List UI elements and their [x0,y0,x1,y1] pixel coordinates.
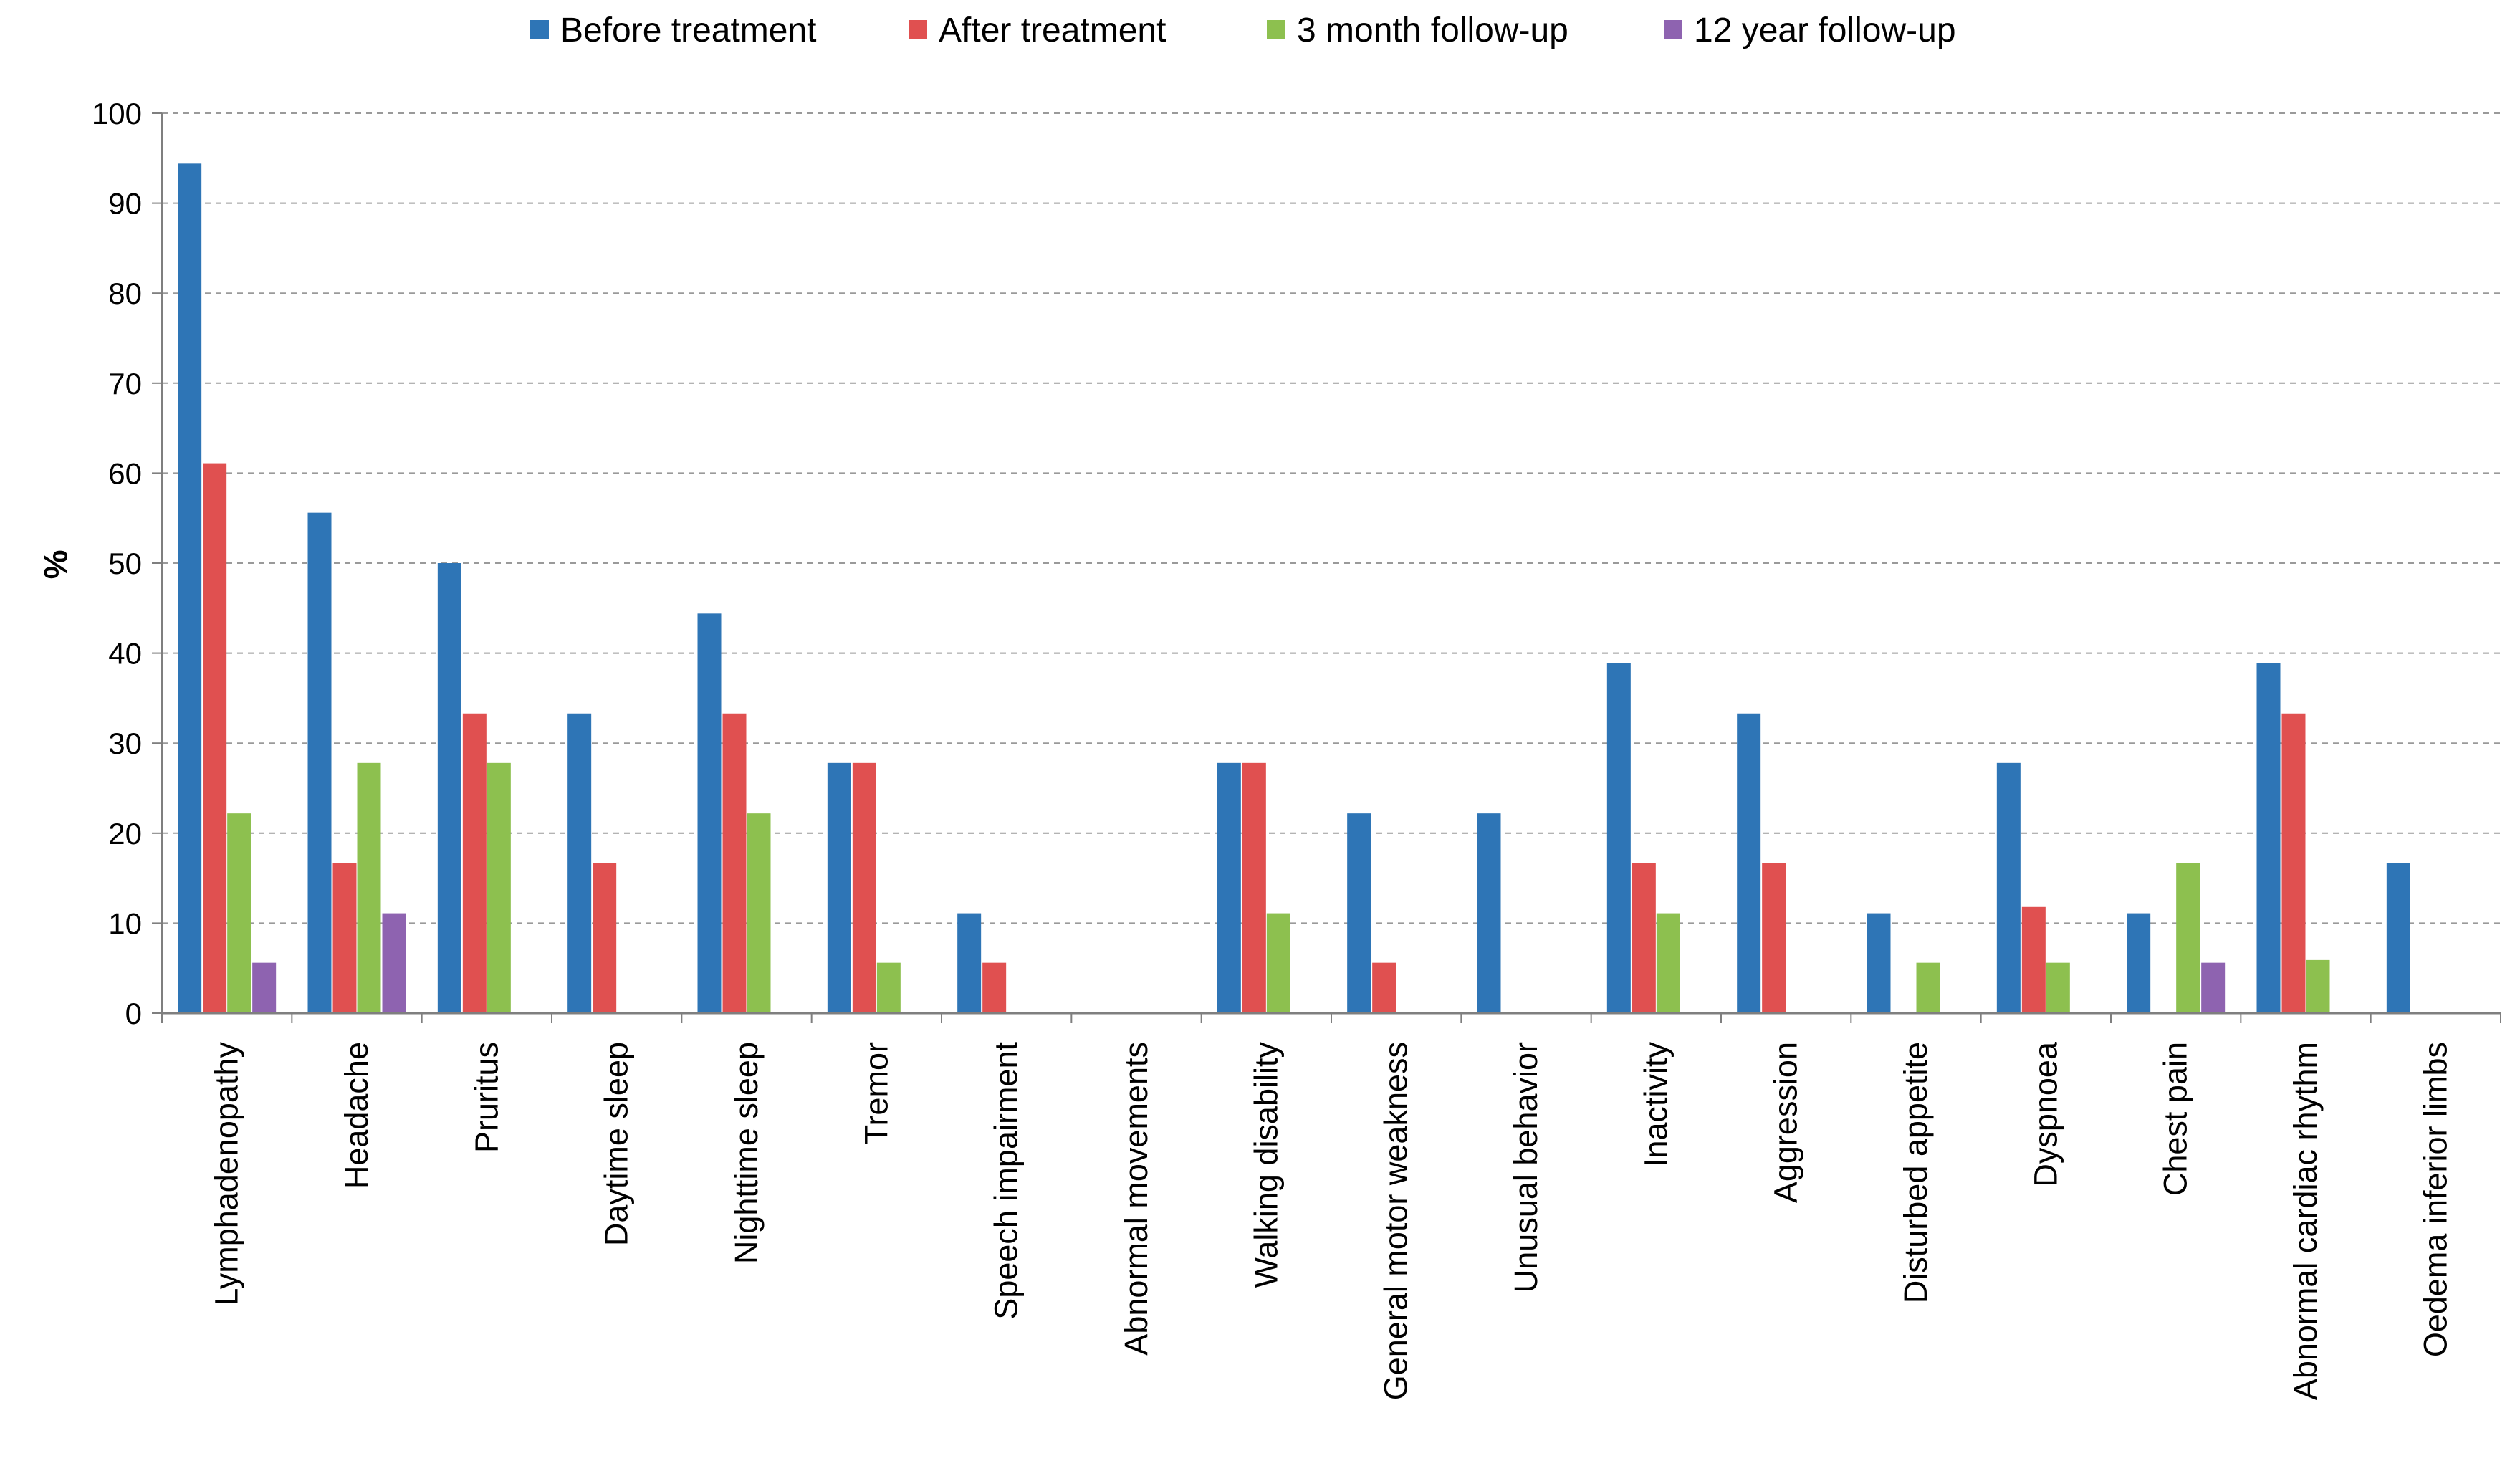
bar-after-treatment-2 [462,713,487,1013]
bar-after-treatment-6 [982,962,1007,1013]
bar-after-treatment-14 [2021,906,2046,1013]
bar-before-treatment-2 [437,563,461,1013]
axes [152,112,2501,1023]
category-label: General motor weakness [1378,1042,1414,1400]
legend-swatch [1664,20,1682,39]
bar-after-treatment-12 [1762,863,1786,1013]
category-label: Disturbed appetite [1897,1042,1934,1303]
bar-before-treatment-14 [1996,762,2021,1013]
bar-3-month-follow-up-1 [357,762,381,1013]
legend-label: After treatment [939,11,1166,49]
bars [178,163,2410,1014]
bar-3-month-follow-up-16 [2306,959,2330,1013]
bar-after-treatment-8 [1242,762,1266,1013]
bar-3-month-follow-up-11 [1656,913,1680,1013]
bar-12-year-follow-up-15 [2201,962,2226,1013]
bar-3-month-follow-up-13 [1916,962,1940,1013]
bar-before-treatment-5 [827,762,851,1013]
bar-3-month-follow-up-2 [487,762,511,1013]
legend-swatch [909,20,927,39]
bar-after-treatment-16 [2281,713,2306,1013]
bar-after-treatment-9 [1372,962,1396,1013]
y-tick-label: 20 [108,817,142,850]
category-label: Unusual behavior [1508,1042,1544,1293]
bar-before-treatment-11 [1606,663,1631,1013]
category-label: Lymphadenopathy [209,1042,245,1306]
legend-label: 12 year follow-up [1694,11,1956,49]
bar-before-treatment-0 [178,163,202,1014]
bar-before-treatment-8 [1217,762,1241,1013]
category-label: Nighttime sleep [728,1042,765,1264]
bar-before-treatment-15 [2127,913,2151,1013]
legend-label: 3 month follow-up [1297,11,1568,49]
bar-12-year-follow-up-1 [382,913,406,1013]
y-tick-label: 40 [108,637,142,671]
bar-before-treatment-3 [567,713,592,1013]
bar-3-month-follow-up-8 [1266,913,1290,1013]
y-tick-label: 90 [108,187,142,221]
bar-after-treatment-4 [722,713,747,1013]
y-tick-label: 10 [108,906,142,940]
bar-before-treatment-13 [1867,913,1891,1013]
category-label: Abnormal movements [1118,1042,1154,1356]
bar-before-treatment-10 [1477,813,1501,1013]
bar-3-month-follow-up-5 [876,962,901,1013]
category-label: Oedema inferior limbs [2417,1042,2453,1357]
category-label: Chest pain [2157,1042,2194,1196]
bar-3-month-follow-up-4 [747,813,771,1013]
bar-after-treatment-0 [203,463,227,1013]
bar-before-treatment-1 [307,512,332,1013]
y-axis-title: % [37,550,75,580]
category-label: Abnormal cardiac rhythm [2287,1042,2324,1400]
category-label: Headache [338,1042,375,1189]
category-label: Pruritus [468,1042,504,1153]
legend-label: Before treatment [560,11,817,49]
bar-3-month-follow-up-15 [2176,863,2200,1013]
category-label: Inactivity [1637,1042,1674,1168]
category-label: Tremor [858,1042,894,1144]
y-tick-labels: 0 10 20 30 40 50 60 70 80 90 100 [92,97,142,1030]
y-tick-label: 80 [108,277,142,310]
bar-before-treatment-17 [2386,863,2410,1013]
y-tick-label: 70 [108,367,142,401]
y-tick-label: 100 [92,97,142,130]
legend-swatch [530,20,549,39]
category-label: Walking disability [1247,1042,1284,1288]
bar-before-treatment-12 [1737,713,1761,1013]
bar-before-treatment-9 [1347,813,1371,1013]
legend-swatch [1267,20,1285,39]
bar-before-treatment-4 [697,613,722,1013]
bar-3-month-follow-up-0 [227,813,251,1013]
category-label: Speech impairment [988,1042,1025,1320]
bar-before-treatment-16 [2256,663,2281,1013]
y-tick-label: 50 [108,547,142,580]
gridlines [162,112,2501,924]
category-label: Daytime sleep [598,1042,635,1246]
bar-after-treatment-3 [593,863,617,1013]
y-tick-label: 0 [125,997,142,1030]
bar-3-month-follow-up-14 [2046,962,2070,1013]
bar-after-treatment-1 [332,863,357,1013]
legend: Before treatment After treatment 3 month f… [530,11,1956,49]
bar-after-treatment-11 [1632,863,1656,1013]
category-label: Dyspnoea [2027,1041,2064,1187]
bar-after-treatment-5 [852,762,876,1013]
y-tick-label: 60 [108,456,142,490]
bar-before-treatment-6 [957,913,982,1013]
category-label: Aggression [1768,1042,1804,1203]
category-labels: Lymphadenopathy Headache Pruritus Daytime s… [209,1041,2454,1400]
bar-12-year-follow-up-0 [252,962,277,1013]
y-tick-label: 30 [108,727,142,760]
